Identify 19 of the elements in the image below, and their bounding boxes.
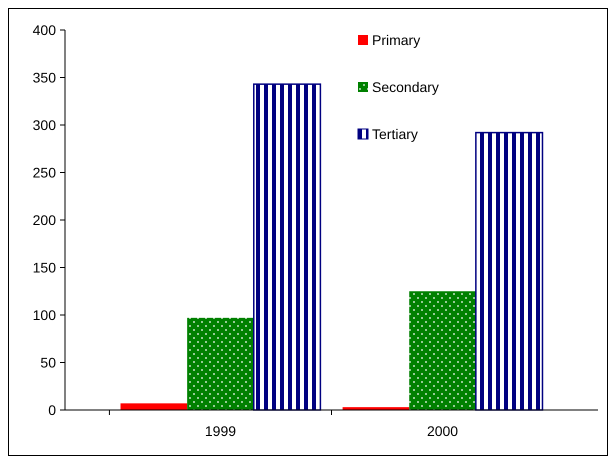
y-tick-label: 250 [32, 164, 56, 180]
y-tick-label: 300 [32, 116, 56, 133]
bar [120, 403, 188, 410]
bar [187, 318, 254, 410]
y-tick-label: 0 [48, 402, 56, 418]
bar [475, 132, 544, 411]
y-tick-label: 350 [32, 69, 56, 86]
y-tick-label: 50 [40, 354, 56, 370]
bar [253, 83, 322, 411]
y-tick-label: 100 [32, 306, 56, 323]
x-tick-label: 1999 [204, 423, 236, 439]
y-tick-label: 150 [32, 259, 56, 276]
bar [409, 291, 476, 410]
legend-label: Secondary [372, 78, 439, 95]
y-tick-label: 400 [32, 22, 56, 38]
x-tick-label: 2000 [426, 423, 458, 439]
legend-label: Tertiary [372, 126, 418, 142]
y-tick-label: 200 [32, 212, 56, 228]
legend-label: Primary [372, 32, 420, 48]
